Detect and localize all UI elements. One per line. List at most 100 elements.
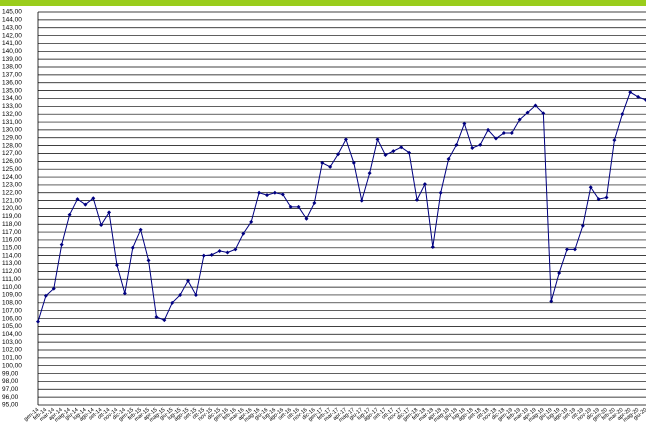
point-marker [217, 248, 222, 253]
point-marker [501, 131, 506, 136]
point-marker [296, 204, 301, 209]
y-tick-label: 106,00 [2, 315, 22, 322]
y-tick-label: 116,00 [2, 237, 22, 244]
point-marker [249, 219, 254, 224]
point-marker [67, 212, 72, 217]
point-marker [612, 138, 617, 143]
point-marker [43, 293, 48, 298]
y-tick-label: 124,00 [2, 174, 22, 181]
point-marker [557, 270, 562, 275]
y-tick-label: 133,00 [2, 103, 22, 110]
point-marker [509, 131, 514, 136]
point-marker [170, 300, 175, 305]
point-marker [209, 252, 214, 257]
y-tick-label: 110,00 [2, 284, 22, 291]
point-marker [272, 190, 277, 195]
point-marker [525, 110, 530, 115]
point-marker [162, 318, 167, 323]
top-bar [0, 0, 646, 6]
point-marker [122, 291, 127, 296]
y-tick-label: 122,00 [2, 189, 22, 196]
y-tick-label: 135,00 [2, 87, 22, 94]
point-marker [193, 292, 198, 297]
y-tick-label: 140,00 [2, 48, 22, 55]
y-tick-label: 130,00 [2, 127, 22, 134]
y-tick-label: 119,00 [2, 213, 22, 220]
y-tick-label: 129,00 [2, 134, 22, 141]
point-marker [201, 253, 206, 258]
point-marker [415, 197, 420, 202]
point-marker [225, 250, 230, 255]
point-marker [51, 286, 56, 291]
y-tick-label: 138,00 [2, 64, 22, 71]
y-tick-label: 96,00 [2, 394, 19, 401]
y-tick-label: 121,00 [2, 197, 22, 204]
y-tick-label: 134,00 [2, 95, 22, 102]
point-marker [572, 247, 577, 252]
point-marker [114, 263, 119, 268]
point-marker [541, 111, 546, 116]
point-marker [146, 258, 151, 263]
point-marker [565, 247, 570, 252]
point-marker [430, 245, 435, 250]
y-tick-label: 126,00 [2, 158, 22, 165]
y-tick-label: 127,00 [2, 150, 22, 157]
point-marker [178, 292, 183, 297]
point-marker [138, 227, 143, 232]
point-marker [359, 198, 364, 203]
point-marker [320, 160, 325, 165]
point-marker [493, 136, 498, 141]
y-tick-label: 128,00 [2, 142, 22, 149]
point-marker [351, 160, 356, 165]
point-marker [438, 190, 443, 195]
point-marker [280, 192, 285, 197]
y-tick-label: 142,00 [2, 32, 22, 39]
point-marker [588, 185, 593, 190]
point-marker [312, 200, 317, 205]
y-tick-label: 112,00 [2, 268, 22, 275]
y-tick-label: 101,00 [2, 355, 22, 362]
y-tick-label: 136,00 [2, 79, 22, 86]
point-marker [517, 117, 522, 122]
point-marker [462, 121, 467, 126]
y-tick-label: 125,00 [2, 166, 22, 173]
y-tick-label: 145,00 [2, 9, 22, 16]
y-tick-label: 143,00 [2, 24, 22, 31]
point-marker [407, 150, 412, 155]
y-tick-label: 117,00 [2, 229, 22, 236]
y-tick-label: 118,00 [2, 221, 22, 228]
y-tick-label: 114,00 [2, 252, 22, 259]
point-marker [636, 94, 641, 99]
point-marker [154, 314, 159, 319]
point-marker [367, 171, 372, 176]
y-tick-label: 109,00 [2, 292, 22, 299]
point-marker [75, 197, 80, 202]
point-marker [257, 190, 262, 195]
y-tick-label: 95,00 [2, 402, 19, 409]
point-marker [264, 193, 269, 198]
point-marker [628, 90, 633, 95]
point-marker [375, 137, 380, 142]
y-tick-label: 139,00 [2, 56, 22, 63]
y-tick-label: 115,00 [2, 245, 22, 252]
point-marker [99, 223, 104, 228]
point-marker [383, 153, 388, 158]
point-marker [59, 242, 64, 247]
y-tick-label: 141,00 [2, 40, 22, 47]
point-marker [549, 299, 554, 304]
y-tick-label: 100,00 [2, 362, 22, 369]
point-marker [446, 156, 451, 161]
point-marker [486, 127, 491, 132]
y-tick-label: 113,00 [2, 260, 22, 267]
y-tick-label: 97,00 [2, 386, 19, 393]
y-tick-label: 99,00 [2, 370, 19, 377]
y-tick-label: 103,00 [2, 339, 22, 346]
point-marker [580, 223, 585, 228]
point-marker [399, 145, 404, 150]
point-marker [454, 142, 459, 147]
y-tick-label: 105,00 [2, 323, 22, 330]
y-tick-label: 132,00 [2, 111, 22, 118]
y-tick-label: 137,00 [2, 72, 22, 79]
y-tick-label: 107,00 [2, 307, 22, 314]
